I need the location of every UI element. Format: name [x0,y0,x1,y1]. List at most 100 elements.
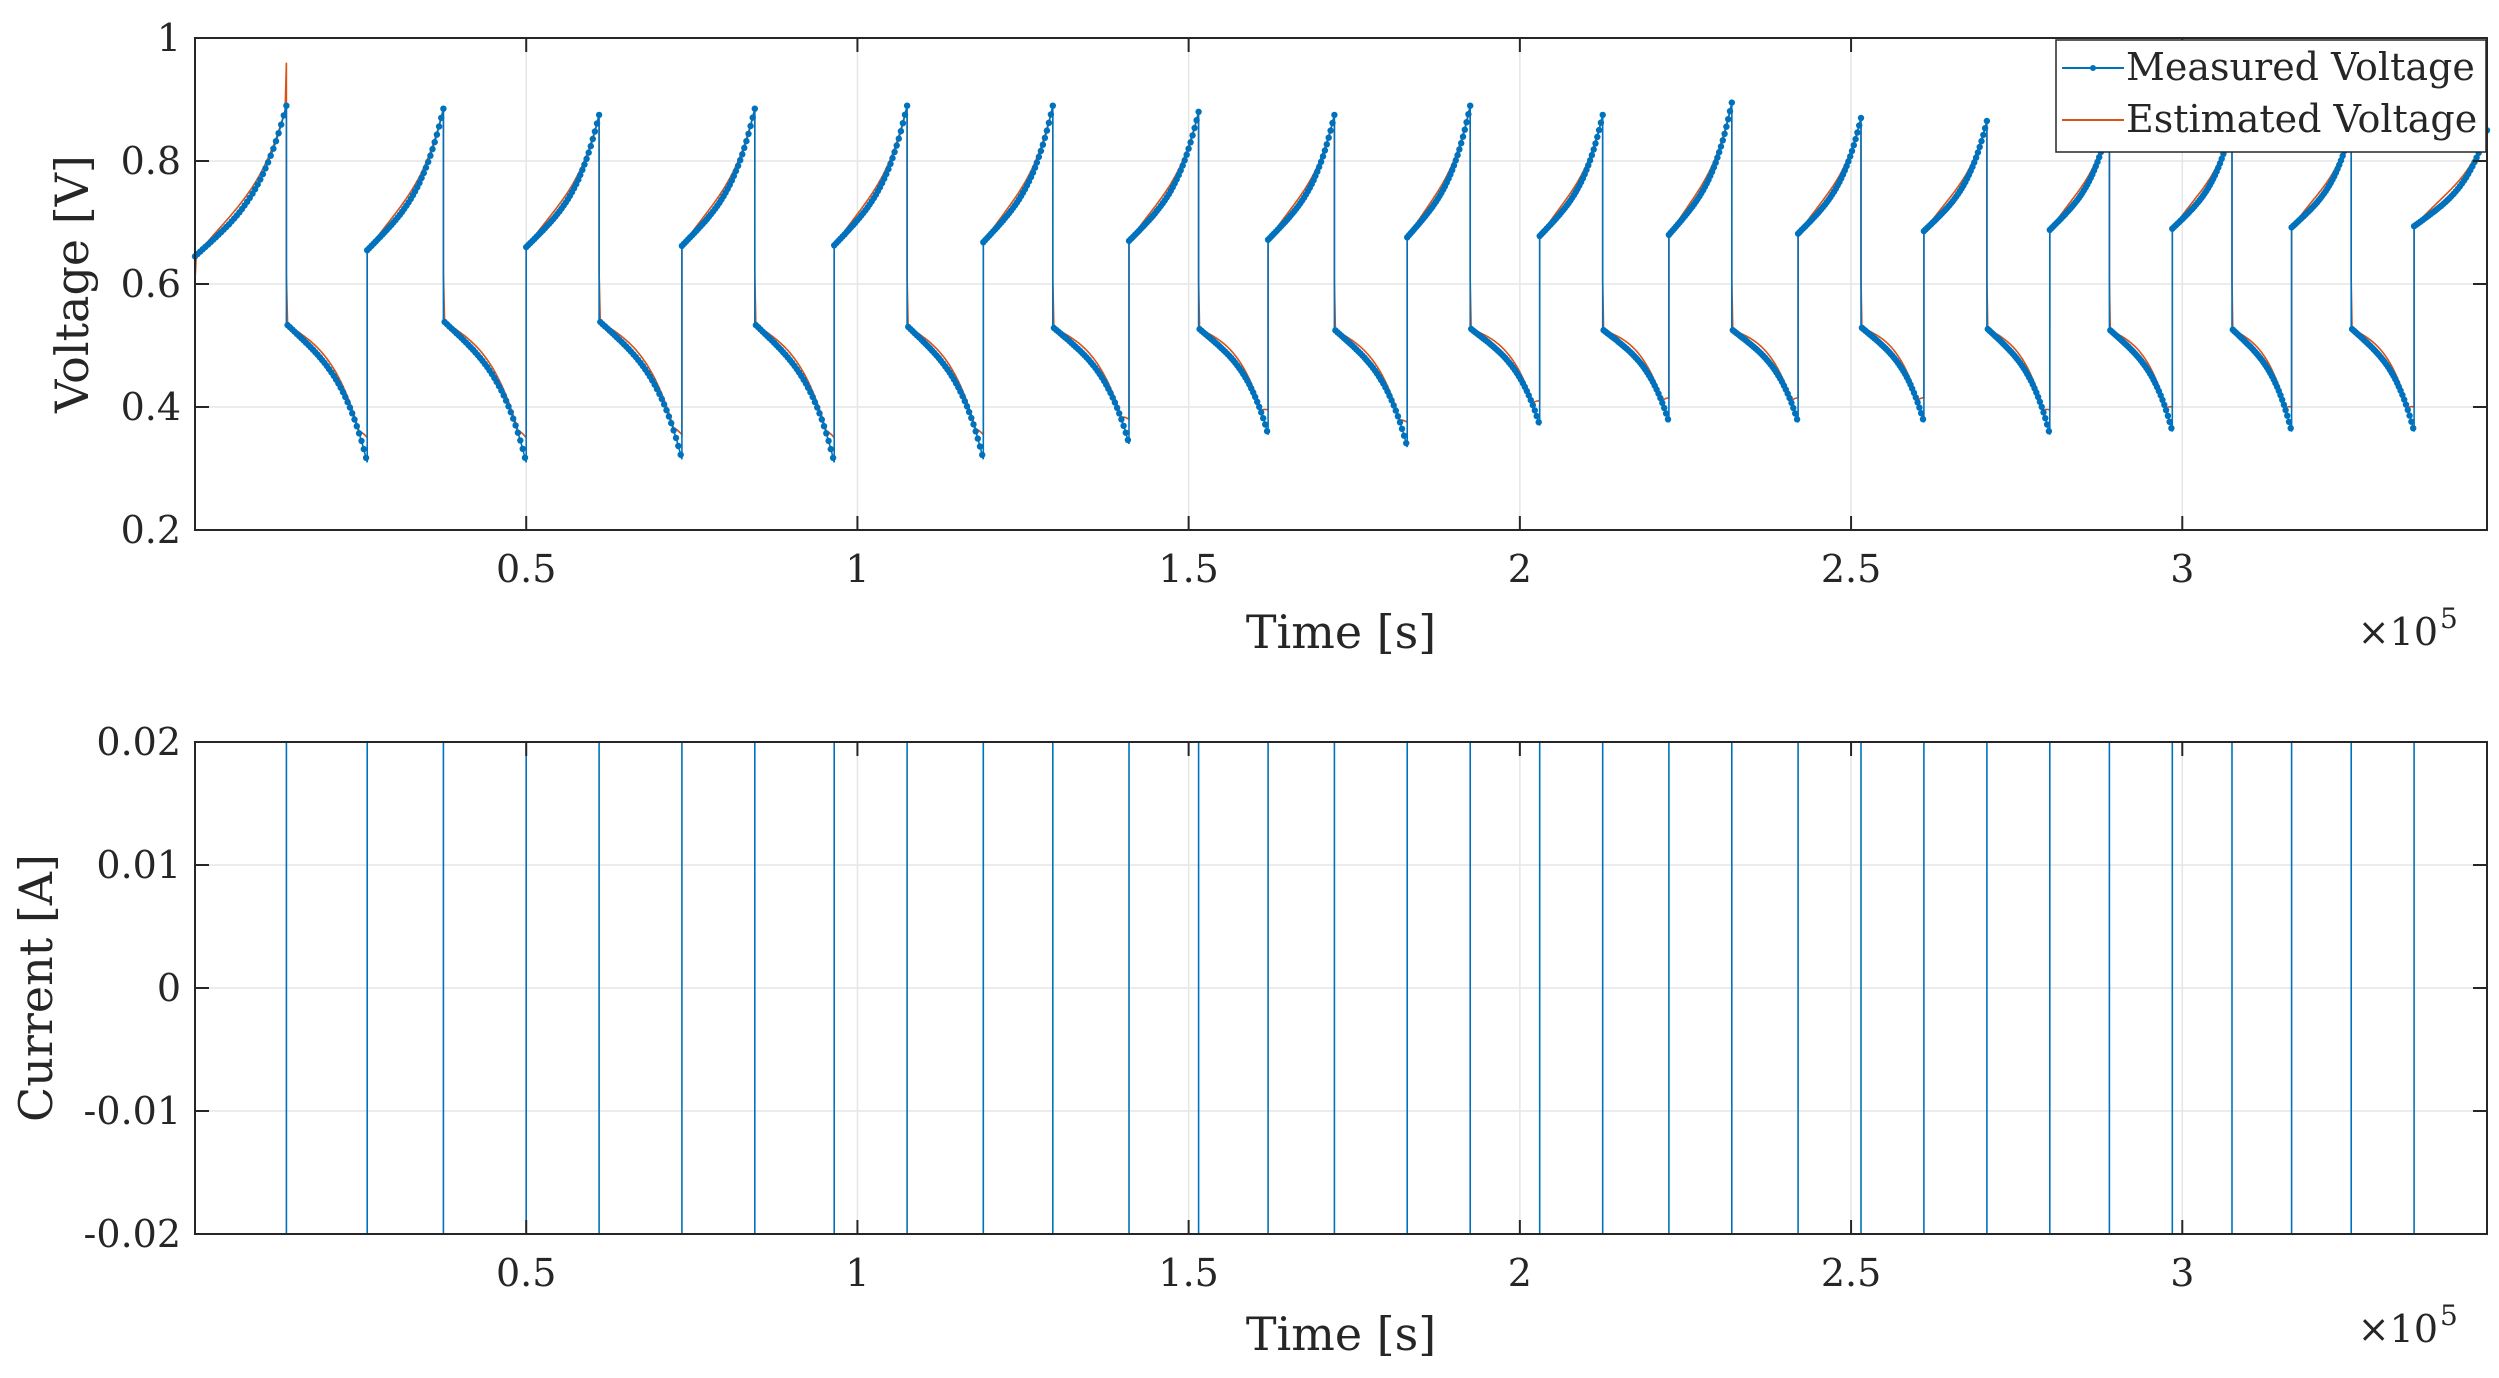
measured-voltage-point [2408,418,2415,425]
measured-voltage-point [1045,119,1053,127]
measured-voltage-point [893,142,900,149]
current-x-tick-label: 2.5 [1821,1251,1881,1295]
measured-voltage-point [1047,111,1055,118]
measured-voltage-point [959,393,966,400]
measured-voltage-point [1041,134,1049,142]
measured-voltage-point [883,170,890,178]
voltage-plot: 0.5 1 1.5 2 2.5 3 0.2 0.4 0.6 0.8 1 Time [s] Volta… [45,16,2491,659]
measured-voltage-point [1256,403,1263,411]
measured-voltage-point [275,130,282,137]
measured-voltage-point [1394,413,1402,420]
measured-voltage-point [257,176,264,183]
measured-voltage-point [422,164,430,171]
measured-voltage-point [1461,126,1469,133]
measured-voltage-point [585,149,592,156]
measured-voltage-point [1031,164,1039,171]
measured-voltage-point [510,415,517,422]
measured-voltage-point [1458,140,1465,147]
measured-voltage-point [1183,151,1190,158]
measured-voltage-point [1258,409,1265,416]
current-x-tick-label: 1 [845,1251,869,1295]
measured-voltage-point [1260,415,1267,422]
measured-voltage-point [2036,398,2044,405]
measured-voltage-point [1723,123,1730,130]
measured-voltage-point [346,404,354,411]
measured-voltage-point [1847,153,1854,160]
measured-voltage-point [2280,401,2288,408]
voltage-x-tick-label: 1.5 [1158,547,1218,591]
measured-voltage-point [2161,401,2168,409]
measured-voltage-point [730,172,738,180]
measured-voltage-point [1398,425,1406,432]
measured-voltage-point [581,161,588,168]
measured-voltage-point [1597,119,1605,126]
measured-voltage-point [1191,124,1198,132]
measured-voltage-point [577,171,584,179]
measured-voltage-point [891,148,898,156]
measured-voltage-point [1850,142,1858,149]
measured-voltage-point [1452,157,1460,164]
measured-voltage-point [1193,117,1200,124]
measured-voltage-point [1848,147,1856,155]
measured-voltage-point [1122,429,1130,436]
current-y-axis-label: Current [A] [9,854,63,1122]
measured-voltage-point [734,162,742,169]
measured-voltage-point [1661,404,1668,412]
measured-voltage-point [2285,418,2293,425]
measured-voltage-point [972,428,979,435]
measured-voltage-point [1972,154,1980,161]
measured-voltage-point [507,409,514,416]
measured-voltage-point [362,454,370,461]
measured-voltage-point [427,152,434,159]
measured-voltage-point [665,413,673,420]
measured-voltage-point [1595,126,1603,134]
measured-voltage-point [1981,125,1989,132]
measured-voltage-point [895,135,902,142]
measured-voltage-point [1187,139,1194,146]
measured-voltage-point [818,416,825,423]
measured-voltage-point [903,102,911,109]
measured-voltage-point [259,170,267,178]
legend-measured-label: Measured Voltage [2126,45,2475,89]
measured-voltage-point [809,393,816,401]
measured-voltage-point [2473,154,2480,161]
measured-voltage-point [1450,162,1458,169]
measured-voltage-point [2159,396,2166,404]
measured-voltage-point [416,179,423,186]
current-x-tick-label: 0.5 [496,1251,556,1295]
measured-voltage-point [514,429,522,436]
measured-voltage-point [431,138,438,146]
measured-voltage-point [901,111,909,118]
measured-voltage-point [1111,399,1119,406]
measured-voltage-point [519,445,526,452]
legend-estimated-label: Estimated Voltage [2126,97,2477,141]
measured-voltage-point [1919,416,1927,423]
measured-voltage-point [1252,393,1259,401]
measured-voltage-point [595,111,603,119]
measured-voltage-point [1726,108,1734,115]
measured-voltage-point [1185,145,1192,152]
voltage-y-axis-label: Voltage [V] [45,155,99,414]
measured-voltage-point [1792,410,1799,417]
measured-voltage-point [440,105,447,112]
measured-voltage-point [1396,419,1404,426]
measured-voltage-point [2162,407,2170,414]
voltage-x-multiplier-exponent: 5 [2440,602,2458,635]
measured-voltage-point [1317,158,1325,165]
measured-voltage-point [668,419,675,427]
measured-voltage-point [583,155,590,162]
measured-voltage-point [1790,404,1797,412]
measured-voltage-point [272,138,280,145]
measured-voltage-point [825,437,832,445]
measured-voltage-point [1586,157,1594,164]
measured-voltage-point [751,105,758,112]
measured-voltage-point [1400,432,1408,439]
measured-voltage-point [2168,425,2175,432]
measured-voltage-point [1392,407,1400,414]
measured-voltage-point [355,430,363,437]
measured-voltage-point [502,397,510,404]
measured-voltage-point [339,389,347,396]
measured-voltage-point [1728,99,1736,106]
measured-voltage-point [579,166,586,174]
voltage-y-tick-label: 0.8 [121,139,181,183]
